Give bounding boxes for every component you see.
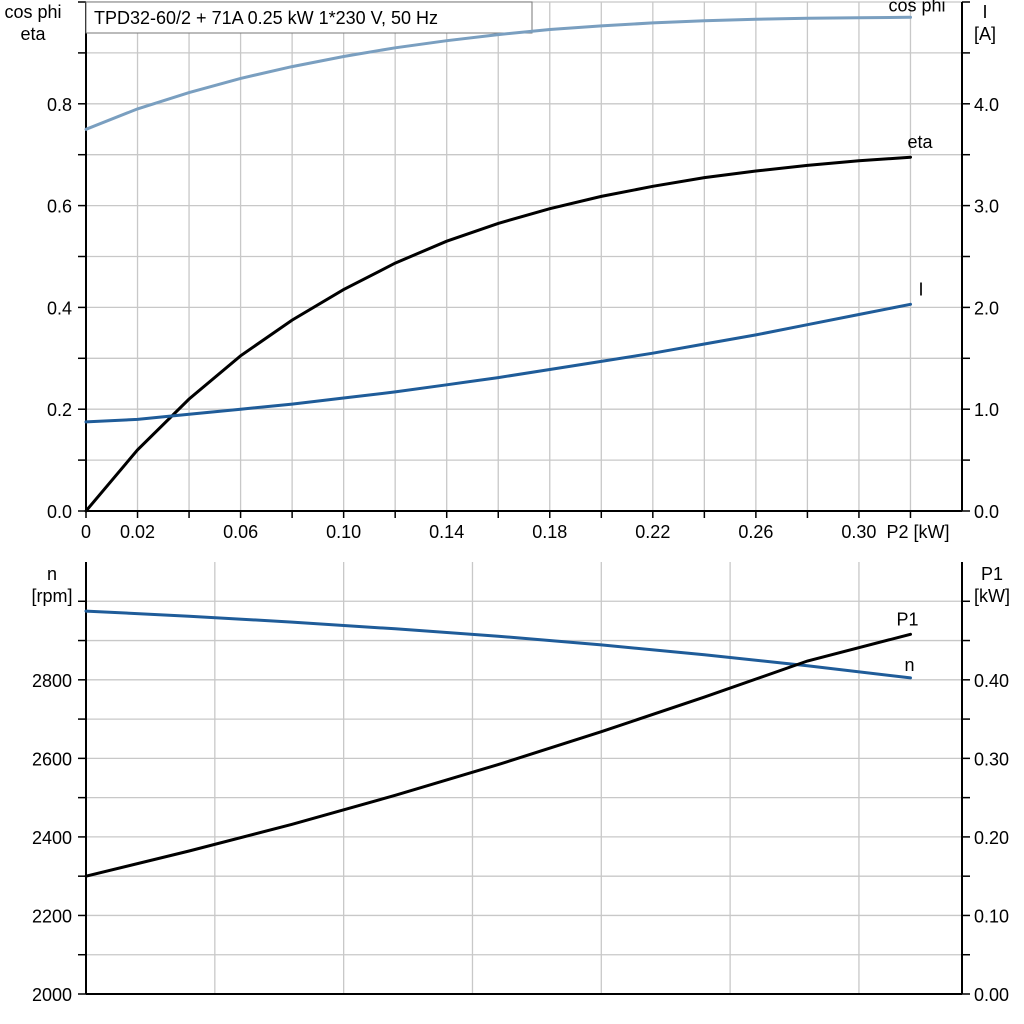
top-left-tick-label-0-6: 0.6 xyxy=(47,197,72,217)
bottom-panel-speed-power: 2000 2200 2400 2600 2800 0.00 0.10 0.20 0.30 0.40… xyxy=(31,562,1010,1005)
series-label-p1: P1 xyxy=(896,609,918,629)
bottom-left-tick-label-2400: 2400 xyxy=(32,828,72,848)
bottom-right-tick-label-0-30: 0.30 xyxy=(974,749,1009,769)
top-x-tick-label-0-18: 0.18 xyxy=(532,522,567,542)
top-x-tick-label-0-06: 0.06 xyxy=(223,522,258,542)
series-label-i: I xyxy=(918,279,923,299)
top-panel-cosphi-eta-current: 0 0.02 0.06 0.10 0.14 0.18 0.22 0.26 0.30 P2 [kW]… xyxy=(4,0,999,542)
top-x-tick-label-0-14: 0.14 xyxy=(429,522,464,542)
top-x-tick-label-0-02: 0.02 xyxy=(120,522,155,542)
bottom-right-tick-label-0-00: 0.00 xyxy=(974,985,1009,1005)
top-left-tick-label-0-0: 0.0 xyxy=(47,502,72,522)
chart-title-box xyxy=(85,1,533,34)
top-right-tick-label-0-0: 0.0 xyxy=(974,502,999,522)
top-left-tick-label-0-8: 0.8 xyxy=(47,95,72,115)
bottom-right-tick-label-0-10: 0.10 xyxy=(974,906,1009,926)
series-line-n xyxy=(84,609,912,680)
bottom-left-tick-label-2600: 2600 xyxy=(32,749,72,769)
bottom-left-tick-label-2800: 2800 xyxy=(32,671,72,691)
series-label-cos-phi: cos phi xyxy=(888,0,945,15)
bottom-right-axis-title: P1 [kW] xyxy=(974,564,1010,606)
bottom-left-tick-label-2200: 2200 xyxy=(32,906,72,926)
top-x-axis-title: P2 [kW] xyxy=(886,522,949,542)
top-x-tick-label-0: 0 xyxy=(81,522,91,542)
series-label-n: n xyxy=(904,655,914,675)
top-left-axis-title: cos phi eta xyxy=(4,2,61,44)
top-right-axis-title: I [A] xyxy=(974,2,996,44)
bottom-left-axis-title: n [rpm] xyxy=(31,564,72,606)
bottom-right-tick-label-0-20: 0.20 xyxy=(974,828,1009,848)
top-x-tick-label-0-10: 0.10 xyxy=(326,522,361,542)
series-line-eta xyxy=(84,155,912,513)
top-right-tick-label-1-0: 1.0 xyxy=(974,400,999,420)
top-x-tick-label-0-22: 0.22 xyxy=(635,522,670,542)
top-left-tick-label-0-2: 0.2 xyxy=(47,400,72,420)
top-right-tick-label-2-0: 2.0 xyxy=(974,298,999,318)
top-left-tick-label-0-4: 0.4 xyxy=(47,298,72,318)
top-x-tick-label-0-30: 0.30 xyxy=(841,522,876,542)
series-line-p1 xyxy=(84,632,912,878)
series-line-cos-phi xyxy=(84,15,912,131)
chart-title: TPD32-60/2 + 71A 0.25 kW 1*230 V, 50 Hz xyxy=(94,8,438,28)
series-line-i xyxy=(84,302,912,424)
bottom-left-tick-label-2000: 2000 xyxy=(32,985,72,1005)
series-label-eta: eta xyxy=(907,132,933,152)
bottom-right-tick-label-0-40: 0.40 xyxy=(974,671,1009,691)
top-right-tick-label-3-0: 3.0 xyxy=(974,197,999,217)
top-right-tick-label-4-0: 4.0 xyxy=(974,95,999,115)
top-x-tick-label-0-26: 0.26 xyxy=(738,522,773,542)
